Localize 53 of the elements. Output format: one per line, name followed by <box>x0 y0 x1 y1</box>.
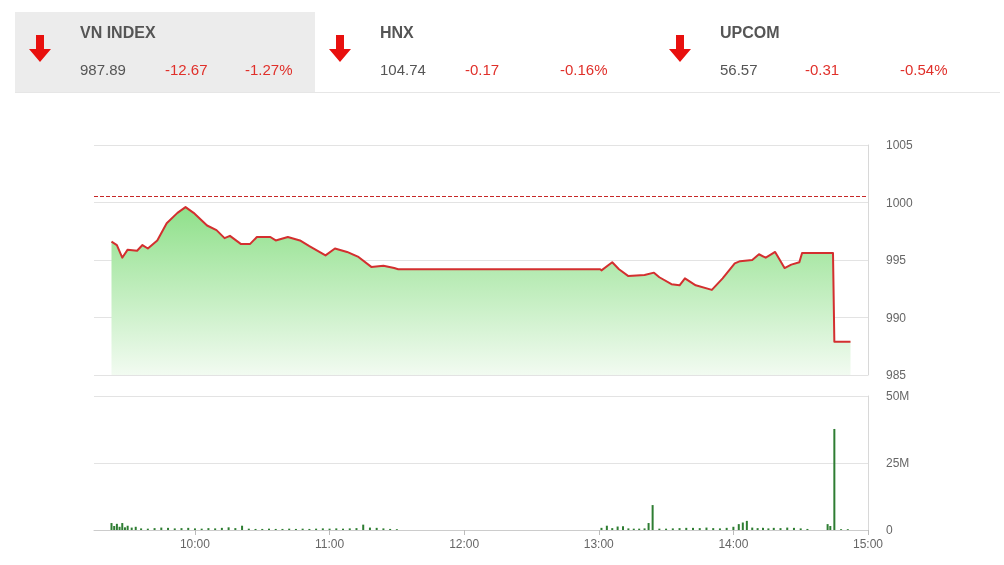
text: 987.89 <box>80 61 126 78</box>
x-tick-label: 12:00 <box>449 537 480 551</box>
text: -0.17 <box>465 61 500 78</box>
bar <box>833 428 836 530</box>
bar <box>600 527 603 530</box>
text: -1.27% <box>245 61 293 78</box>
bar <box>762 527 765 530</box>
y-tick-label: 1000 <box>886 195 914 210</box>
y-tick-label: 0 <box>886 523 893 537</box>
bar <box>167 527 170 530</box>
y-tick-label: 985 <box>886 368 907 382</box>
text: HNX <box>380 24 414 42</box>
bar <box>732 526 735 530</box>
text: UPCOM <box>720 24 780 42</box>
bar <box>792 527 795 530</box>
bar <box>692 527 695 530</box>
bar <box>118 526 121 530</box>
bar <box>745 520 748 530</box>
bar <box>121 523 124 530</box>
bar <box>375 527 378 530</box>
bar <box>829 525 832 530</box>
x-tick-label: 10:00 <box>179 537 211 551</box>
bar <box>647 523 650 530</box>
y-tick-label: 25M <box>886 456 910 470</box>
bar <box>685 527 688 530</box>
x-tick-label: 11:00 <box>314 537 345 551</box>
bar <box>220 527 223 530</box>
text: VN INDEX <box>80 24 156 42</box>
bar <box>651 505 654 530</box>
y-tick-label: 990 <box>886 310 907 325</box>
bar <box>187 527 190 530</box>
x-tick-label: 15:00 <box>852 537 884 551</box>
bar <box>741 522 744 530</box>
x-tick-label: 14:00 <box>718 537 749 551</box>
bar <box>772 527 775 530</box>
bar <box>134 526 137 530</box>
text: 56.57 <box>720 61 758 78</box>
x-tick-label: 13:00 <box>583 537 615 551</box>
text: 104.74 <box>380 61 426 78</box>
bar <box>622 526 625 530</box>
text: -0.54% <box>900 61 948 78</box>
text: -0.31 <box>805 61 840 78</box>
bar <box>737 524 740 530</box>
y-tick-label: 1005 <box>886 138 914 152</box>
bar <box>826 524 829 530</box>
bar <box>362 524 365 530</box>
bar <box>227 527 230 530</box>
text: -12.67 <box>165 61 208 78</box>
bar <box>110 523 113 530</box>
y-tick-label: 995 <box>886 253 907 267</box>
text: -0.16% <box>560 61 608 78</box>
bar <box>725 527 728 530</box>
y-tick-label: 50M <box>886 389 910 403</box>
